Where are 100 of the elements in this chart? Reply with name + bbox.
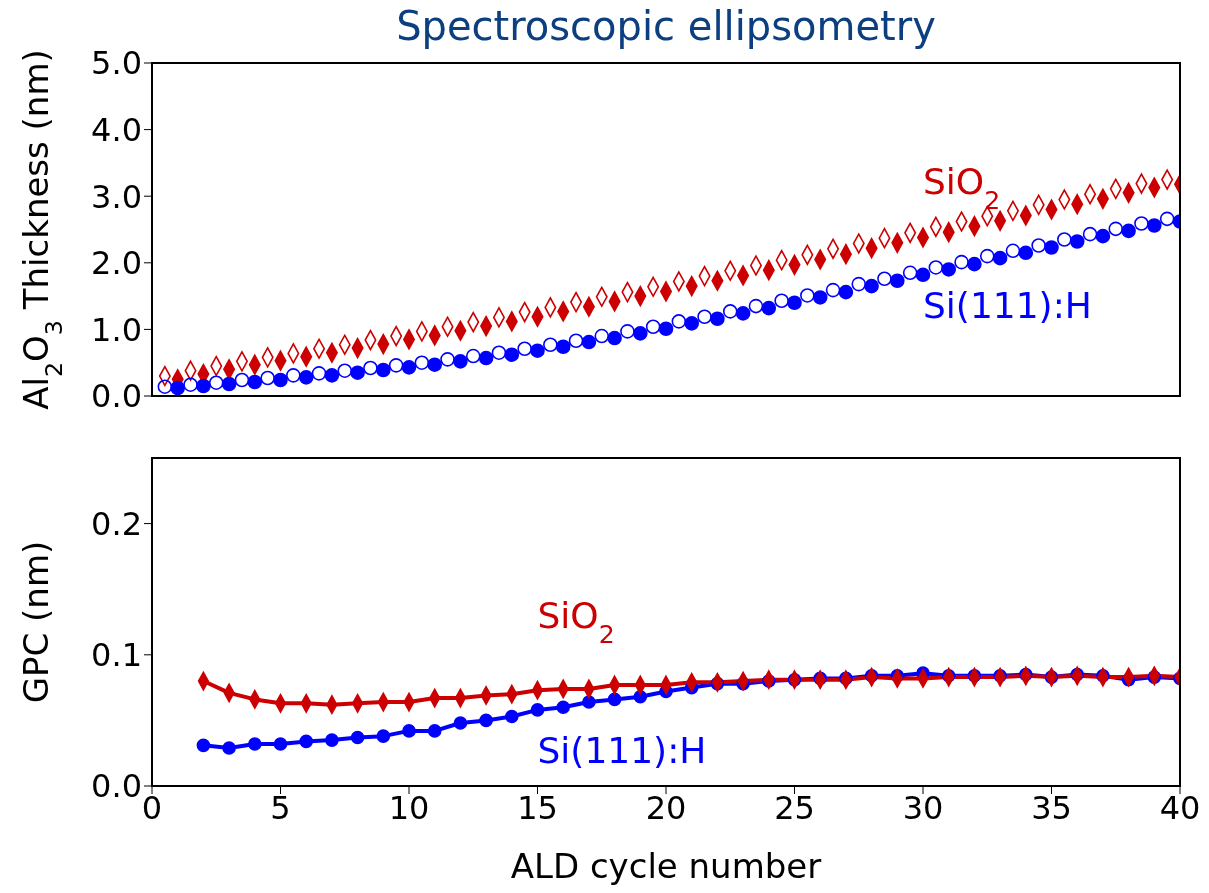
point xyxy=(607,330,622,346)
y-tick-label: 0.1 xyxy=(91,636,142,675)
point xyxy=(273,737,288,751)
point xyxy=(414,355,430,370)
point xyxy=(530,343,545,359)
point xyxy=(671,314,687,329)
x-tick-label: 25 xyxy=(774,788,815,827)
point xyxy=(479,713,493,728)
point xyxy=(1095,228,1111,244)
y-tick-label: 4.0 xyxy=(91,110,142,149)
point xyxy=(658,321,674,337)
point xyxy=(311,366,327,381)
x-tick-label: 40 xyxy=(1159,788,1201,827)
x-axis-title: ALD cycle number xyxy=(510,846,822,886)
point xyxy=(710,311,725,327)
point xyxy=(376,362,391,378)
point xyxy=(517,341,532,357)
point xyxy=(170,380,185,396)
point xyxy=(1005,243,1021,259)
point xyxy=(967,256,982,272)
point xyxy=(337,363,353,378)
point xyxy=(838,284,854,300)
point xyxy=(1057,232,1072,247)
y-tick-label: 2.0 xyxy=(91,244,142,283)
point xyxy=(1147,218,1162,233)
point xyxy=(941,262,956,277)
y-tick-label: 0.0 xyxy=(91,377,142,416)
point xyxy=(465,348,481,364)
point xyxy=(1134,216,1149,231)
x-tick-label: 15 xyxy=(517,788,558,827)
point xyxy=(812,290,828,305)
series-label: Si(111):H xyxy=(923,284,1092,326)
point xyxy=(825,282,841,298)
point xyxy=(208,375,224,390)
point xyxy=(183,377,198,392)
x-tick-label: 30 xyxy=(902,788,944,827)
point xyxy=(543,337,558,353)
point xyxy=(1108,221,1124,237)
x-tick-label: 5 xyxy=(270,788,291,827)
y-tick-label: 3.0 xyxy=(91,177,142,216)
point xyxy=(298,370,314,385)
y-tick-label: 5.0 xyxy=(91,44,142,83)
point xyxy=(774,293,789,309)
point xyxy=(684,316,699,331)
point xyxy=(568,333,584,349)
point xyxy=(1069,234,1085,249)
point xyxy=(504,347,520,363)
point xyxy=(581,334,597,350)
x-tick-label: 0 xyxy=(141,788,163,827)
point xyxy=(376,729,391,743)
point xyxy=(350,730,365,745)
y-tick-label: 1.0 xyxy=(91,310,142,349)
point xyxy=(324,368,340,383)
point xyxy=(1018,245,1034,261)
x-tick-label: 10 xyxy=(388,788,430,827)
point xyxy=(505,709,519,724)
point xyxy=(633,326,648,341)
series-label: SiO$_{2}$ xyxy=(923,161,1001,215)
point xyxy=(1121,223,1136,239)
point xyxy=(582,695,596,709)
point xyxy=(491,345,507,361)
point xyxy=(453,716,468,730)
point xyxy=(902,265,918,281)
point xyxy=(196,378,211,394)
point xyxy=(877,271,892,287)
point xyxy=(594,328,610,344)
point xyxy=(325,733,339,747)
point xyxy=(1044,240,1059,255)
y-tick-label: 0.0 xyxy=(91,767,142,806)
x-tick-label: 35 xyxy=(1031,788,1072,827)
point xyxy=(915,267,931,283)
point xyxy=(350,365,365,380)
chart-title: Spectroscopic ellipsometry xyxy=(395,2,937,50)
point xyxy=(260,370,275,386)
point xyxy=(992,250,1008,266)
point xyxy=(722,304,738,319)
point xyxy=(607,692,622,707)
point xyxy=(248,737,262,751)
point xyxy=(979,248,995,264)
point xyxy=(620,324,635,339)
point xyxy=(890,273,905,289)
point xyxy=(928,260,944,275)
point xyxy=(273,372,288,388)
point xyxy=(1159,211,1175,227)
point xyxy=(234,372,250,388)
point xyxy=(157,379,173,394)
point xyxy=(954,254,969,270)
point xyxy=(299,734,313,749)
point xyxy=(645,319,661,335)
point xyxy=(196,738,211,753)
point xyxy=(864,278,879,294)
point xyxy=(530,703,545,717)
point xyxy=(401,360,417,375)
point xyxy=(787,295,802,311)
point xyxy=(388,358,404,373)
point xyxy=(851,276,867,292)
point xyxy=(402,724,416,738)
point xyxy=(247,374,263,390)
point xyxy=(286,368,301,383)
point xyxy=(1082,226,1098,242)
